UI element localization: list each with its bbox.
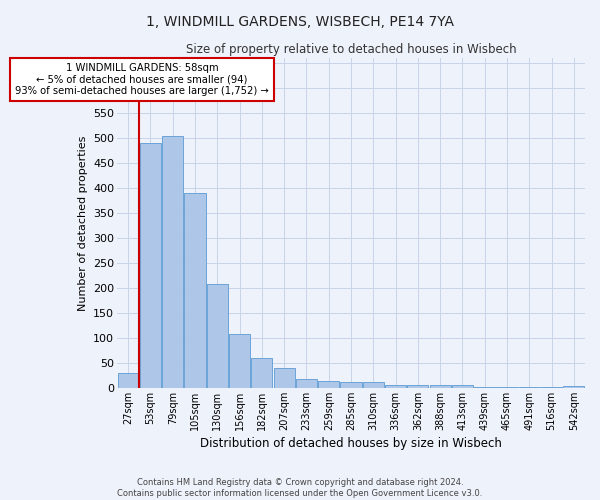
Y-axis label: Number of detached properties: Number of detached properties <box>77 136 88 310</box>
Bar <box>140 143 161 388</box>
Bar <box>363 382 384 388</box>
Bar <box>318 381 340 388</box>
Bar <box>184 193 206 388</box>
Bar <box>118 373 139 388</box>
Text: 1 WINDMILL GARDENS: 58sqm
← 5% of detached houses are smaller (94)
93% of semi-d: 1 WINDMILL GARDENS: 58sqm ← 5% of detach… <box>15 63 269 96</box>
Title: Size of property relative to detached houses in Wisbech: Size of property relative to detached ho… <box>186 42 517 56</box>
Bar <box>340 382 362 388</box>
Bar <box>229 334 250 388</box>
Text: Contains HM Land Registry data © Crown copyright and database right 2024.
Contai: Contains HM Land Registry data © Crown c… <box>118 478 482 498</box>
Bar <box>296 379 317 388</box>
Bar <box>385 386 406 388</box>
Bar <box>430 386 451 388</box>
Bar <box>474 387 496 388</box>
Bar <box>162 136 184 388</box>
Bar <box>563 386 584 388</box>
Bar <box>251 358 272 388</box>
Text: 1, WINDMILL GARDENS, WISBECH, PE14 7YA: 1, WINDMILL GARDENS, WISBECH, PE14 7YA <box>146 15 454 29</box>
Bar <box>452 386 473 388</box>
Bar <box>207 284 228 388</box>
X-axis label: Distribution of detached houses by size in Wisbech: Distribution of detached houses by size … <box>200 437 502 450</box>
Bar <box>274 368 295 388</box>
Bar <box>407 386 428 388</box>
